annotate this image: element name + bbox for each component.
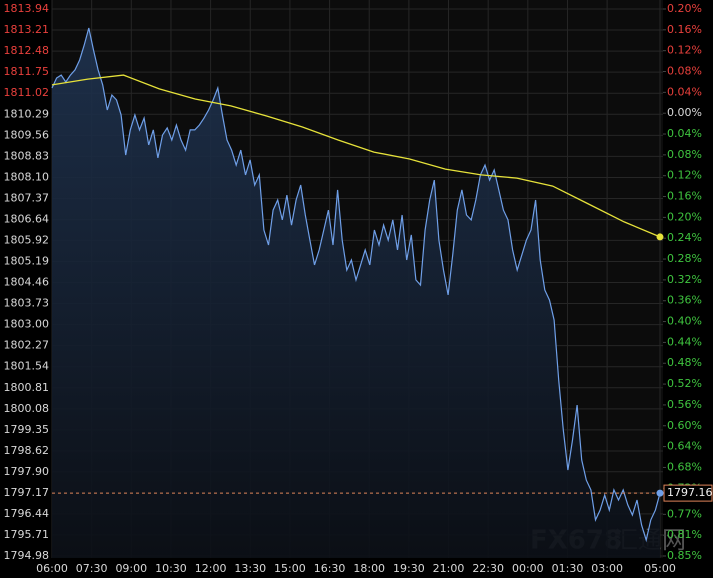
x-tick-label: 06:00 bbox=[36, 562, 68, 575]
y2-tick-label: 0.24% bbox=[667, 231, 702, 244]
x-tick-label: 13:30 bbox=[234, 562, 266, 575]
y-tick-label: 1808.10 bbox=[4, 170, 50, 183]
y2-tick-label: 0.20% bbox=[667, 210, 702, 223]
y2-tick-label: 0.04% bbox=[667, 127, 702, 140]
y2-tick-label: 0.77% bbox=[667, 507, 702, 520]
y-tick-label: 1798.62 bbox=[4, 444, 50, 457]
y2-tick-label: 0.81% bbox=[667, 528, 702, 541]
y2-tick-label: 0.08% bbox=[667, 148, 702, 161]
x-tick-label: 00:00 bbox=[512, 562, 544, 575]
last-price-label: 1797.16 bbox=[667, 486, 713, 499]
average-line bbox=[51, 74, 661, 238]
y2-tick-label: 0.16% bbox=[667, 23, 702, 36]
y-tick-label: 1813.21 bbox=[4, 23, 50, 36]
y-tick-label: 1803.00 bbox=[4, 318, 50, 331]
y-tick-label: 1797.17 bbox=[4, 486, 50, 499]
y-tick-label: 1805.92 bbox=[4, 233, 50, 246]
y-tick-label: 1804.46 bbox=[4, 276, 50, 289]
y-tick-label: 1812.48 bbox=[4, 44, 50, 57]
x-tick-label: 12:00 bbox=[195, 562, 227, 575]
y2-tick-label: 0.08% bbox=[667, 65, 702, 78]
y2-tick-label: 0.60% bbox=[667, 419, 702, 432]
y-tick-label: 1805.19 bbox=[4, 254, 50, 267]
y2-tick-label: 0.48% bbox=[667, 356, 702, 369]
y-tick-label: 1811.02 bbox=[4, 86, 50, 99]
end-dot bbox=[656, 233, 664, 241]
y-tick-label: 1796.44 bbox=[4, 507, 50, 520]
y2-tick-label: 0.04% bbox=[667, 85, 702, 98]
x-tick-label: 16:30 bbox=[314, 562, 346, 575]
y2-tick-label: 0.12% bbox=[667, 169, 702, 182]
y2-tick-label: 0.40% bbox=[667, 315, 702, 328]
y-tick-label: 1803.73 bbox=[4, 297, 50, 310]
y2-tick-label: 0.68% bbox=[667, 460, 702, 473]
last-price-box bbox=[663, 484, 713, 502]
price-line bbox=[51, 27, 661, 543]
y2-tick-label: 0.00% bbox=[667, 106, 702, 119]
y-tick-label: 1807.37 bbox=[4, 192, 50, 205]
y2-tick-label: 0.36% bbox=[667, 294, 702, 307]
y-tick-label: 1813.94 bbox=[4, 2, 50, 15]
y2-tick-label: 0.12% bbox=[667, 44, 702, 57]
y2-tick-label: 0.56% bbox=[667, 398, 702, 411]
y-tick-label: 1808.83 bbox=[4, 149, 50, 162]
y-tick-label: 1799.35 bbox=[4, 423, 50, 436]
x-tick-label: 22:30 bbox=[472, 562, 504, 575]
y2-tick-label: 0.28% bbox=[667, 252, 702, 265]
y-tick-label: 1811.75 bbox=[4, 65, 50, 78]
y-tick-label: 1809.56 bbox=[4, 128, 50, 141]
y2-tick-label: 0.52% bbox=[667, 377, 702, 390]
y-tick-label: 1806.64 bbox=[4, 213, 50, 226]
x-tick-label: 03:00 bbox=[591, 562, 623, 575]
x-tick-label: 07:30 bbox=[76, 562, 108, 575]
y2-tick-label: 0.32% bbox=[667, 273, 702, 286]
y-tick-label: 1800.08 bbox=[4, 402, 50, 415]
area-fill bbox=[52, 28, 660, 558]
y-tick-label: 1797.90 bbox=[4, 465, 50, 478]
x-tick-label: 19:30 bbox=[393, 562, 425, 575]
y-tick-label: 1801.54 bbox=[4, 360, 50, 373]
x-tick-label: 15:00 bbox=[274, 562, 306, 575]
y-tick-label: 1810.29 bbox=[4, 107, 50, 120]
y-tick-label: 1795.71 bbox=[4, 528, 50, 541]
y-tick-label: 1794.98 bbox=[4, 549, 50, 562]
x-tick-label: 18:00 bbox=[353, 562, 385, 575]
y-tick-label: 1800.81 bbox=[4, 381, 50, 394]
x-tick-label: 21:00 bbox=[433, 562, 465, 575]
x-tick-label: 09:00 bbox=[115, 562, 147, 575]
x-tick-label: 01:30 bbox=[552, 562, 584, 575]
x-tick-label: 05:00 bbox=[644, 562, 676, 575]
y2-tick-label: 0.16% bbox=[667, 190, 702, 203]
x-tick-label: 10:30 bbox=[155, 562, 187, 575]
y2-tick-label: 0.85% bbox=[667, 549, 702, 562]
end-dot bbox=[656, 489, 664, 497]
y2-tick-label: 0.64% bbox=[667, 440, 702, 453]
y2-tick-label: 0.44% bbox=[667, 335, 702, 348]
y-tick-label: 1802.27 bbox=[4, 339, 50, 352]
y2-tick-label: 0.20% bbox=[667, 2, 702, 15]
